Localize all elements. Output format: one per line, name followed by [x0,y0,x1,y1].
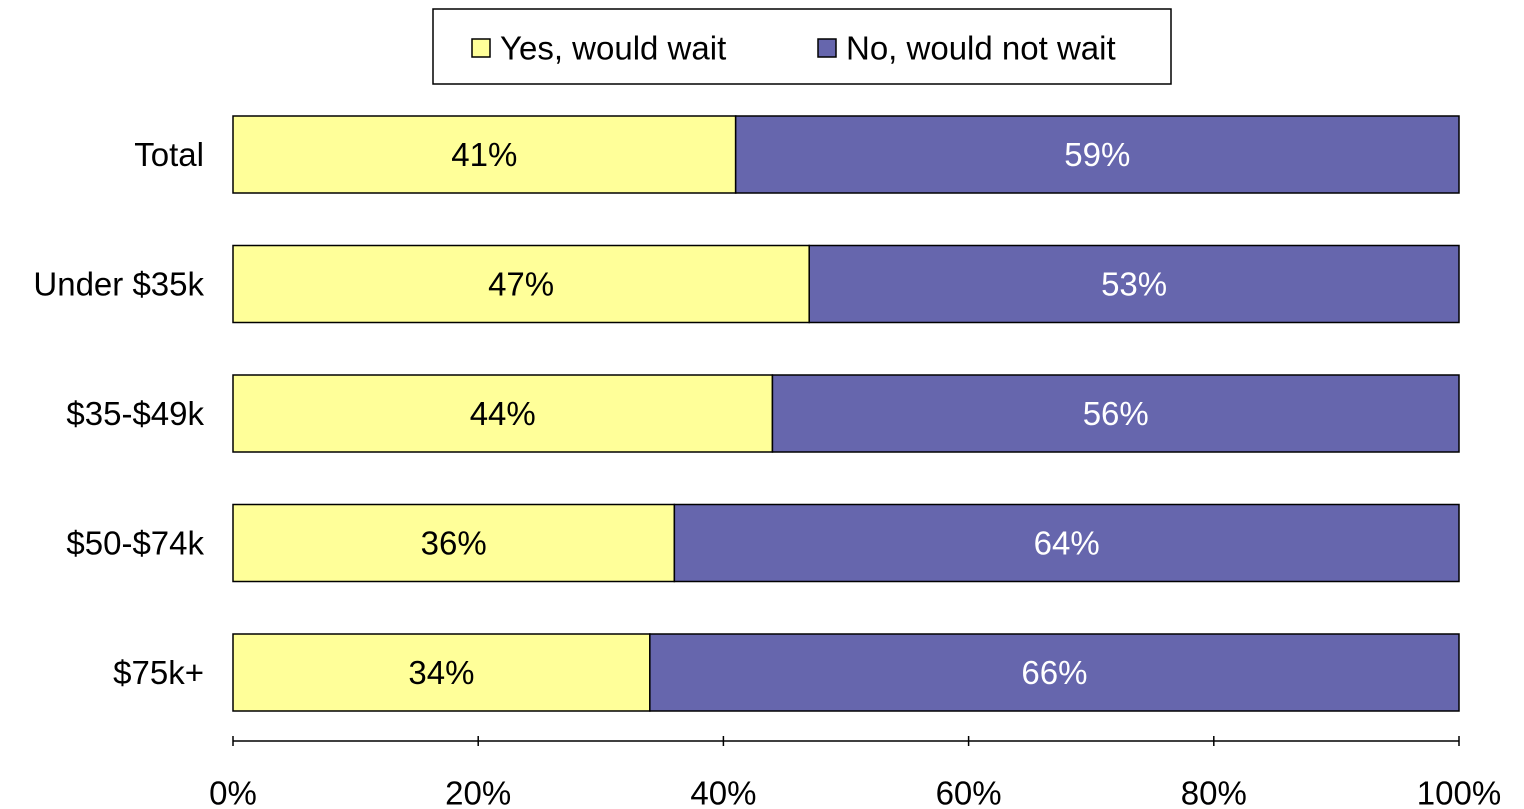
legend-label: Yes, would wait [500,30,726,67]
bar-segment [673,503,1460,583]
bars: 41% 59% 47% 53% 44% 56% 36% 64% 34% 66% [232,115,1460,712]
data-label: 59% [1064,136,1130,173]
legend-label: No, would not wait [846,30,1116,67]
data-label: 41% [451,136,517,173]
x-tick-label: 100% [1417,775,1501,809]
bar-segment [232,374,774,453]
legend-swatch [471,38,491,58]
bar-segment [232,115,737,194]
x-tick-label: 40% [690,775,756,809]
data-label: 44% [470,395,536,432]
data-label: 66% [1021,654,1087,691]
data-label: 34% [408,654,474,691]
bar-segment [232,633,651,712]
legend: Yes, would wait No, would not wait [432,8,1172,85]
bar-segment [232,503,676,583]
x-tick-label: 60% [936,775,1002,809]
bar-segment [734,115,1460,194]
x-tick-label: 80% [1181,775,1247,809]
category-label: $35-$49k [66,395,204,432]
bar-segment [808,244,1460,324]
data-label: 53% [1101,266,1167,303]
x-axis: 0% 20% 40% 60% 80% 100% [209,736,1501,809]
bar-segment [232,244,810,324]
data-label: 56% [1083,395,1149,432]
data-label: 36% [421,525,487,562]
x-tick-label: 20% [445,775,511,809]
bar-segment [649,633,1460,712]
data-label: 64% [1034,525,1100,562]
bar-segment [771,374,1460,453]
legend-swatch [817,38,837,58]
x-tick-label: 0% [209,775,257,809]
category-label: $75k+ [113,654,204,691]
data-label: 47% [488,266,554,303]
category-labels: Total Under $35k $35-$49k $50-$74k $75k+ [33,136,204,691]
category-label: Total [134,136,204,173]
legend-box [432,8,1172,85]
category-label: $50-$74k [66,525,204,562]
category-label: Under $35k [33,266,204,303]
